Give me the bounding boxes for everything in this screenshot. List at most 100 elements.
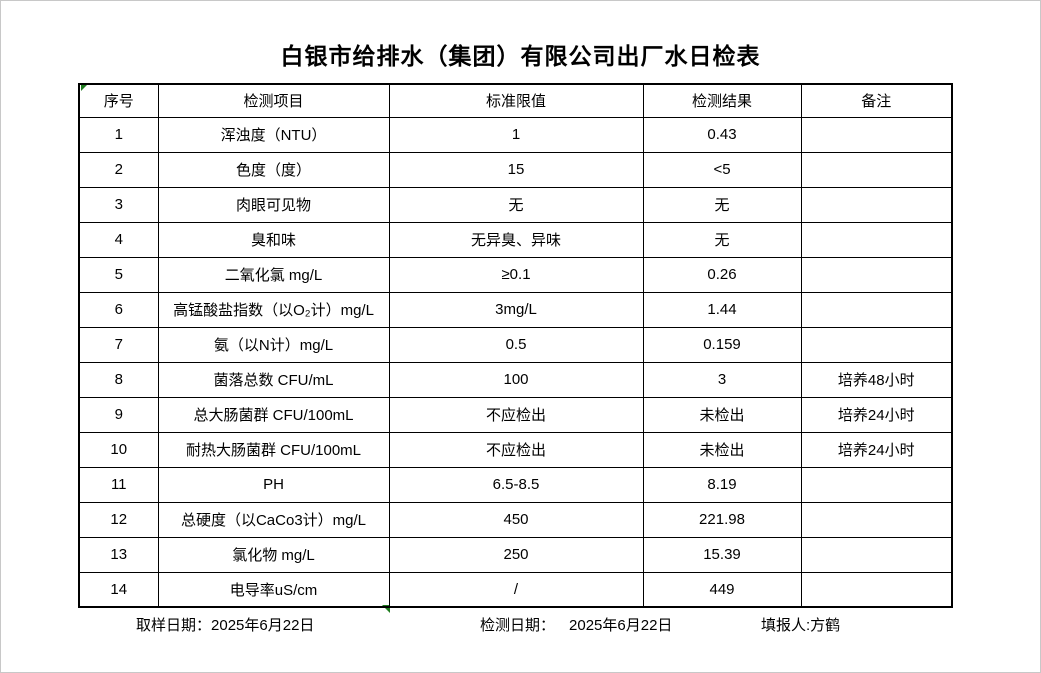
table-row: 9 总大肠菌群 CFU/100mL 不应检出 未检出 培养24小时	[78, 396, 953, 433]
cell-index: 2	[78, 151, 159, 188]
cell-remark	[800, 326, 953, 363]
cell-limit: 250	[388, 536, 644, 573]
cell-remark	[800, 291, 953, 328]
cell-result: 1.44	[642, 291, 802, 328]
cell-index: 4	[78, 221, 159, 258]
cell-remark	[800, 536, 953, 573]
cell-limit: 450	[388, 501, 644, 538]
cell-limit: ≥0.1	[388, 256, 644, 293]
cell-remark	[800, 571, 953, 608]
cell-result: 449	[642, 571, 802, 608]
table-row: 1 浑浊度（NTU） 1 0.43	[78, 116, 953, 153]
cell-item: 电导率uS/cm	[157, 571, 390, 608]
cell-item: 菌落总数 CFU/mL	[157, 361, 390, 398]
table-header-row: 序号 检测项目 标准限值 检测结果 备注	[78, 83, 953, 118]
cell-item: 浑浊度（NTU）	[157, 116, 390, 153]
cell-limit: 6.5-8.5	[388, 466, 644, 503]
cell-result: 0.159	[642, 326, 802, 363]
cell-limit: 3mg/L	[388, 291, 644, 328]
reporter: 填报人:方鹤	[761, 614, 840, 635]
header-index: 序号	[78, 83, 159, 118]
table-row: 2 色度（度） 15 <5	[78, 151, 953, 188]
cell-remark	[800, 151, 953, 188]
table-row: 12 总硬度（以CaCo3计）mg/L 450 221.98	[78, 501, 953, 538]
cell-index: 7	[78, 326, 159, 363]
cell-remark: 培养48小时	[800, 361, 953, 398]
test-date: 检测日期： 2025年6月22日	[480, 614, 672, 635]
cell-index: 5	[78, 256, 159, 293]
cell-item: 氨（以N计）mg/L	[157, 326, 390, 363]
cell-item: 氯化物 mg/L	[157, 536, 390, 573]
test-date-value: 2025年6月22日	[569, 617, 673, 634]
sampling-date: 取样日期：2025年6月22日	[136, 614, 314, 635]
cell-index: 12	[78, 501, 159, 538]
header-result: 检测结果	[642, 83, 802, 118]
excel-bottom-marker-icon	[382, 605, 390, 613]
cell-limit: 不应检出	[388, 396, 644, 433]
cell-limit: 不应检出	[388, 431, 644, 468]
cell-result: 0.43	[642, 116, 802, 153]
cell-index: 9	[78, 396, 159, 433]
cell-result: 8.19	[642, 466, 802, 503]
sampling-date-label: 取样日期：	[136, 617, 212, 634]
cell-item: PH	[157, 466, 390, 503]
cell-limit: 15	[388, 151, 644, 188]
cell-limit: 无	[388, 186, 644, 223]
cell-limit: /	[388, 571, 644, 608]
cell-result: 15.39	[642, 536, 802, 573]
table-row: 11 PH 6.5-8.5 8.19	[78, 466, 953, 503]
cell-index: 10	[78, 431, 159, 468]
cell-result: 0.26	[642, 256, 802, 293]
table-row: 5 二氧化氯 mg/L ≥0.1 0.26	[78, 256, 953, 293]
cell-limit: 0.5	[388, 326, 644, 363]
page-title: 白银市给排水（集团）有限公司出厂水日检表	[280, 43, 761, 69]
cell-remark	[800, 256, 953, 293]
header-item: 检测项目	[157, 83, 390, 118]
cell-item: 色度（度）	[157, 151, 390, 188]
cell-remark	[800, 186, 953, 223]
cell-remark: 培养24小时	[800, 431, 953, 468]
reporter-label: 填报人:	[761, 617, 811, 634]
cell-index: 13	[78, 536, 159, 573]
cell-result: 未检出	[642, 431, 802, 468]
cell-item: 臭和味	[157, 221, 390, 258]
table-row: 7 氨（以N计）mg/L 0.5 0.159	[78, 326, 953, 363]
cell-result: 3	[642, 361, 802, 398]
test-date-label: 检测日期：	[480, 617, 556, 634]
cell-remark	[800, 466, 953, 503]
table-row: 10 耐热大肠菌群 CFU/100mL 不应检出 未检出 培养24小时	[78, 431, 953, 468]
cell-remark	[800, 501, 953, 538]
cell-remark	[800, 116, 953, 153]
cell-index: 3	[78, 186, 159, 223]
table-body: 1 浑浊度（NTU） 1 0.43 2 色度（度） 15 <5 3 肉眼可见物 …	[78, 116, 953, 608]
cell-item: 高锰酸盐指数（以O₂计）mg/L	[157, 291, 390, 328]
reporter-value: 方鹤	[810, 617, 841, 634]
cell-result: 无	[642, 186, 802, 223]
footer: 取样日期：2025年6月22日 检测日期： 2025年6月22日 填报人:方鹤	[1, 614, 1040, 636]
cell-index: 14	[78, 571, 159, 608]
daily-inspection-table: 序号 检测项目 标准限值 检测结果 备注 1 浑浊度（NTU） 1 0.43 2…	[78, 83, 953, 608]
sampling-date-value: 2025年6月22日	[211, 617, 315, 634]
cell-item: 总硬度（以CaCo3计）mg/L	[157, 501, 390, 538]
cell-result: 221.98	[642, 501, 802, 538]
cell-index: 11	[78, 466, 159, 503]
header-remark: 备注	[800, 83, 953, 118]
table-row: 14 电导率uS/cm / 449	[78, 571, 953, 608]
table-row: 6 高锰酸盐指数（以O₂计）mg/L 3mg/L 1.44	[78, 291, 953, 328]
header-limit: 标准限值	[388, 83, 644, 118]
cell-index: 1	[78, 116, 159, 153]
cell-item: 总大肠菌群 CFU/100mL	[157, 396, 390, 433]
table-row: 13 氯化物 mg/L 250 15.39	[78, 536, 953, 573]
cell-limit: 1	[388, 116, 644, 153]
cell-index: 6	[78, 291, 159, 328]
cell-item: 肉眼可见物	[157, 186, 390, 223]
cell-result: 未检出	[642, 396, 802, 433]
table-row: 3 肉眼可见物 无 无	[78, 186, 953, 223]
cell-remark: 培养24小时	[800, 396, 953, 433]
table-row: 8 菌落总数 CFU/mL 100 3 培养48小时	[78, 361, 953, 398]
table-row: 4 臭和味 无异臭、异味 无	[78, 221, 953, 258]
cell-result: 无	[642, 221, 802, 258]
cell-limit: 100	[388, 361, 644, 398]
cell-result: <5	[642, 151, 802, 188]
